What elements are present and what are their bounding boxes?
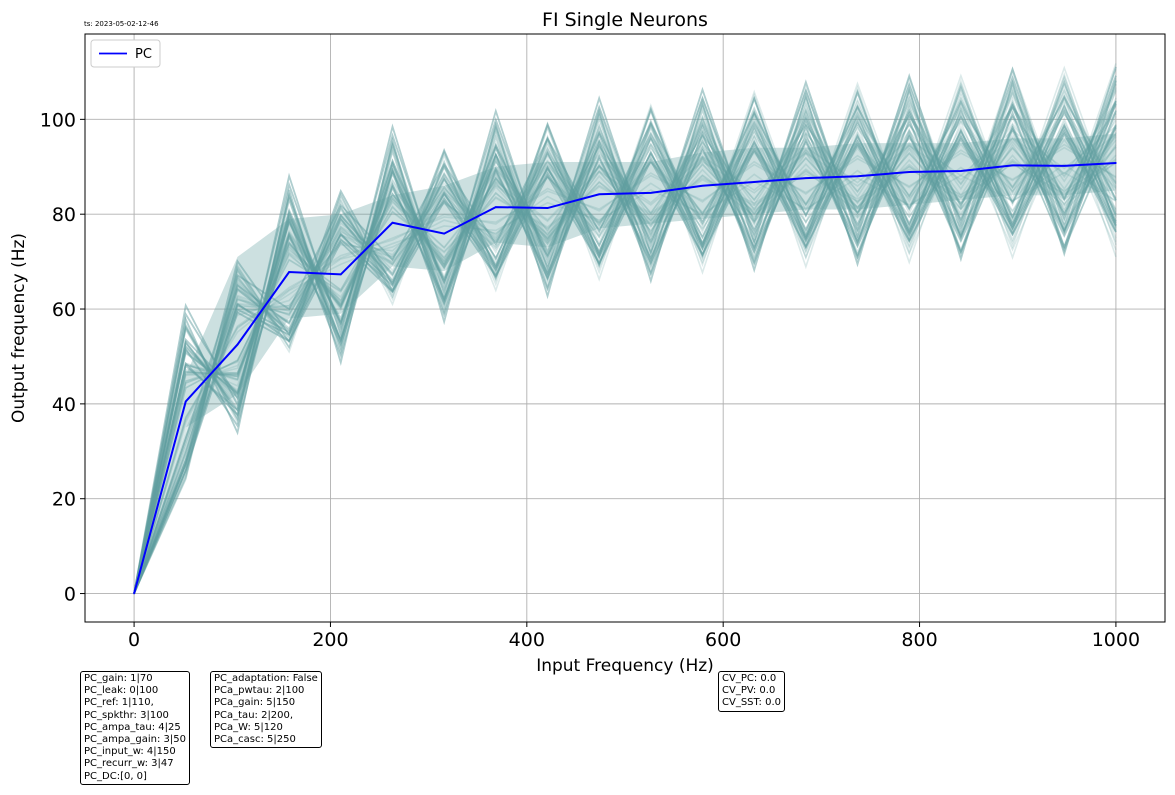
sample-trace	[133, 146, 1117, 594]
param-line: PCa_W: 5|120	[214, 721, 283, 733]
data-point-pc	[1063, 165, 1066, 167]
x-tick-label: 600	[705, 629, 741, 651]
param-line: PC_leak: 0|100	[84, 685, 159, 697]
y-tick-label: 0	[64, 584, 76, 606]
data-point-pc	[288, 271, 290, 273]
param-box-pca: PC_adaptation: False PCa_pwtau: 2|100 PCa_…	[210, 671, 322, 749]
param-line: PC_input_w: 4|150	[84, 746, 176, 758]
param-line: PCa_casc: 5|250	[214, 734, 296, 746]
axis-ticks: 0 200 400 600 800 1000 0 20 40 60 80 100	[40, 109, 1140, 651]
y-tick-label: 60	[52, 299, 76, 321]
data-point-pc	[236, 343, 239, 346]
x-tick-label: 200	[312, 629, 348, 651]
series-line-pc	[133, 161, 1116, 594]
data-point-pc	[908, 171, 911, 173]
y-tick-label: 80	[52, 204, 76, 226]
y-tick-label: 40	[52, 394, 76, 416]
y-axis-label: Output frequency (Hz)	[9, 233, 29, 423]
data-point-pc	[546, 207, 549, 209]
legend: PC	[90, 39, 161, 68]
param-line: PC_ampa_gain: 3|50	[84, 734, 186, 746]
chart-title: FI Single Neurons	[542, 9, 708, 31]
x-tick-label: 0	[128, 629, 140, 651]
param-line: PC_adaptation: False	[214, 673, 318, 684]
sample-trace	[133, 158, 1117, 594]
data-point-pc	[805, 177, 807, 179]
param-line: PC_spkthr: 3|100	[84, 709, 169, 721]
data-point-pc	[1115, 162, 1117, 164]
data-point-pc	[701, 184, 704, 187]
plot-frame	[84, 33, 1166, 623]
sample-trace	[133, 162, 1117, 594]
data-point-pc	[753, 181, 756, 183]
data-point-pc	[650, 192, 652, 194]
param-line: CV_PC: 0.0	[722, 673, 777, 684]
sample-trace	[133, 104, 1117, 594]
data-point-pc	[339, 273, 342, 276]
data-point-pc	[494, 206, 497, 208]
param-line: CV_PV: 0.0	[722, 685, 776, 697]
x-axis-label: Input Frequency (Hz)	[536, 656, 714, 676]
param-line: PC_gain: 1|70	[84, 673, 153, 684]
sample-trace	[133, 79, 1117, 594]
param-box-pc: PC_gain: 1|70 PC_leak: 0|100 PC_ref: 1|110…	[80, 671, 190, 785]
sample-trace	[133, 124, 1117, 594]
param-line: PCa_pwtau: 2|100	[214, 685, 305, 697]
sample-traces	[133, 63, 1117, 594]
y-tick-label: 100	[40, 109, 76, 131]
sample-trace	[133, 100, 1117, 594]
data-point-pc	[133, 592, 135, 595]
data-point-pc	[391, 221, 394, 224]
param-line: CV_SST: 0.0	[722, 697, 781, 709]
param-box-cv: CV_PC: 0.0 CV_PV: 0.0 CV_SST: 0.0	[718, 671, 785, 712]
data-point-pc	[598, 193, 600, 196]
param-line: PCa_gain: 5|150	[214, 697, 296, 709]
std-band	[134, 133, 1116, 594]
param-line: PC_recurr_w: 3|47	[84, 758, 174, 770]
x-tick-label: 400	[509, 629, 545, 651]
sample-trace	[133, 94, 1117, 594]
param-line: PC_ampa_tau: 4|25	[84, 721, 181, 733]
param-line: PC_ref: 1|110,	[84, 697, 154, 709]
x-tick-label: 800	[901, 629, 937, 651]
timestamp-label: ts: 2023-05-02-12-46	[84, 20, 159, 28]
data-point-pc	[1011, 164, 1014, 167]
param-line: PC_DC:[0, 0]	[84, 770, 147, 782]
std-band-area	[134, 133, 1116, 594]
y-tick-label: 20	[52, 489, 76, 511]
data-point-pc	[443, 232, 445, 235]
data-point-pc	[960, 170, 962, 172]
legend-label-pc: PC	[135, 47, 152, 62]
data-point-pc	[184, 400, 187, 403]
param-line: PCa_tau: 2|200,	[214, 709, 294, 721]
series-lines	[133, 161, 1117, 595]
data-point-pc	[856, 175, 859, 178]
x-tick-label: 1000	[1092, 629, 1140, 651]
sample-trace	[133, 103, 1117, 594]
sample-trace	[133, 124, 1117, 594]
